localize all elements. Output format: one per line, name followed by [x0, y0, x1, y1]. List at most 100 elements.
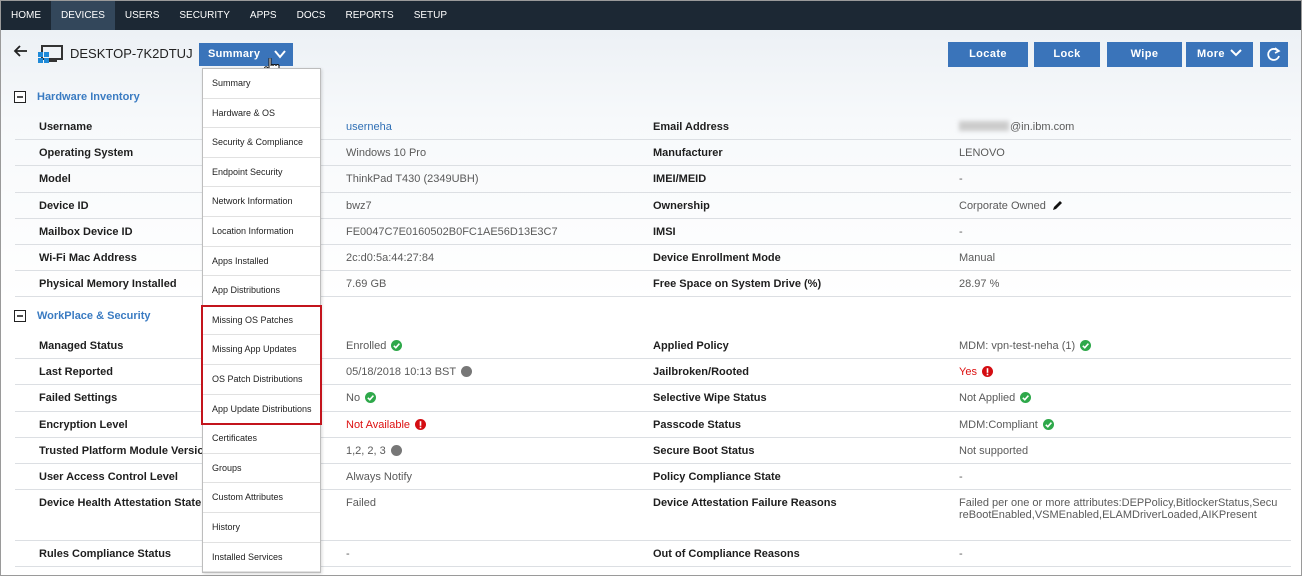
- field-value: Not Available: [346, 419, 653, 437]
- menu-item[interactable]: Security & Compliance: [203, 128, 320, 158]
- back-arrow[interactable]: [13, 43, 29, 59]
- field-label: Device Attestation Failure Reasons: [653, 497, 959, 540]
- section-header[interactable]: Hardware Inventory: [14, 87, 140, 107]
- menu-item[interactable]: App Distributions: [203, 276, 320, 306]
- menu-item[interactable]: Custom Attributes: [203, 483, 320, 513]
- action-button[interactable]: Lock: [1034, 42, 1100, 67]
- status-icon-ok: [391, 340, 402, 351]
- menu-item[interactable]: Hardware & OS: [203, 99, 320, 129]
- action-label: Locate: [969, 48, 1007, 60]
- action-button[interactable]: Wipe: [1107, 42, 1182, 67]
- field-label: Applied Policy: [653, 340, 959, 358]
- field-value: -: [959, 548, 1279, 566]
- action-label: More: [1197, 48, 1225, 60]
- field-value: 1,2, 2, 3: [346, 445, 653, 463]
- value-text: Failed: [346, 497, 376, 509]
- action-button[interactable]: Locate: [948, 42, 1028, 67]
- collapse-icon: [14, 91, 26, 103]
- menu-item[interactable]: Summary: [203, 69, 320, 99]
- value-text: LENOVO: [959, 147, 1005, 159]
- field-value: Yes: [959, 366, 1279, 384]
- nav-item[interactable]: USERS: [115, 1, 169, 30]
- value-text: -: [959, 548, 963, 560]
- field-value: 28.97 %: [959, 278, 1279, 296]
- value-text[interactable]: userneha: [346, 121, 392, 133]
- menu-item[interactable]: History: [203, 513, 320, 543]
- field-value: -: [959, 173, 1279, 191]
- status-icon-ok: [1020, 392, 1031, 403]
- field-value: Not Applied: [959, 392, 1279, 410]
- field-value: 2c:d0:5a:44:27:84: [346, 252, 653, 270]
- value-text: 1,2, 2, 3: [346, 445, 386, 457]
- redacted-text: [959, 121, 1009, 131]
- nav-item[interactable]: HOME: [1, 1, 51, 30]
- value-text: 2c:d0:5a:44:27:84: [346, 252, 434, 264]
- nav-item[interactable]: SECURITY: [169, 1, 240, 30]
- device-name: DESKTOP-7K2DTUJ: [70, 46, 193, 61]
- action-label: Wipe: [1131, 48, 1159, 60]
- chevron: [1230, 49, 1242, 57]
- field-value: Windows 10 Pro: [346, 147, 653, 165]
- value-text: No: [346, 392, 360, 404]
- action-label: Lock: [1053, 48, 1080, 60]
- field-label: Device Enrollment Mode: [653, 252, 959, 270]
- refresh-button[interactable]: [1260, 42, 1288, 67]
- field-value: userneha: [346, 121, 653, 139]
- menu-item[interactable]: Missing App Updates: [203, 335, 320, 365]
- view-label: Summary: [208, 48, 260, 60]
- value-text: MDM: vpn-test-neha (1): [959, 340, 1075, 352]
- value-text: FE0047C7E0160502B0FC1AE56D13E3C7: [346, 226, 558, 238]
- value-text: ThinkPad T430 (2349UBH): [346, 173, 478, 185]
- field-value: 7.69 GB: [346, 278, 653, 296]
- menu-item[interactable]: Network Information: [203, 187, 320, 217]
- status-icon-pending: [461, 366, 472, 377]
- value-text: Corporate Owned: [959, 200, 1046, 212]
- field-value: Enrolled: [346, 340, 653, 358]
- menu-item[interactable]: Endpoint Security: [203, 158, 320, 188]
- field-value: -: [959, 471, 1279, 489]
- menu-item[interactable]: Installed Services: [203, 543, 320, 573]
- field-label: Manufacturer: [653, 147, 959, 165]
- nav-item[interactable]: APPS: [240, 1, 287, 30]
- nav-item[interactable]: DEVICES: [51, 1, 115, 30]
- value-text: MDM:Compliant: [959, 419, 1038, 431]
- status-icon-error: [982, 366, 993, 377]
- menu-item[interactable]: Apps Installed: [203, 247, 320, 277]
- field-label: Passcode Status: [653, 419, 959, 437]
- value-text: 28.97 %: [959, 278, 999, 290]
- status-icon-ok: [365, 392, 376, 403]
- field-label: IMEI/MEID: [653, 173, 959, 191]
- action-button[interactable]: More: [1186, 42, 1253, 67]
- field-value: bwz7: [346, 200, 653, 218]
- field-value: Failed: [346, 497, 653, 540]
- field-value: MDM:Compliant: [959, 419, 1279, 437]
- field-label: Secure Boot Status: [653, 445, 959, 463]
- value-text: Not Available: [346, 419, 410, 431]
- menu-item[interactable]: Location Information: [203, 217, 320, 247]
- view-menu: SummaryHardware & OSSecurity & Complianc…: [202, 68, 321, 573]
- edit-icon[interactable]: [1051, 200, 1064, 212]
- menu-item[interactable]: Certificates: [203, 424, 320, 454]
- field-value: Failed per one or more attributes:DEPPol…: [959, 497, 1279, 540]
- value-text: Always Notify: [346, 471, 412, 483]
- section-header[interactable]: WorkPlace & Security: [14, 306, 151, 326]
- menu-item[interactable]: App Update Distributions: [203, 395, 320, 425]
- value-text: -: [959, 226, 963, 238]
- menu-item[interactable]: OS Patch Distributions: [203, 365, 320, 395]
- menu-item[interactable]: Groups: [203, 454, 320, 484]
- field-label: Jailbroken/Rooted: [653, 366, 959, 384]
- device-icon: [38, 45, 64, 65]
- nav-item[interactable]: DOCS: [287, 1, 336, 30]
- field-label: IMSI: [653, 226, 959, 244]
- value-text: Enrolled: [346, 340, 386, 352]
- field-value: @in.ibm.com: [959, 121, 1279, 139]
- field-value: MDM: vpn-test-neha (1): [959, 340, 1279, 358]
- field-value: LENOVO: [959, 147, 1279, 165]
- nav-item[interactable]: REPORTS: [336, 1, 404, 30]
- field-label: Selective Wipe Status: [653, 392, 959, 410]
- menu-item[interactable]: Missing OS Patches: [203, 306, 320, 336]
- nav-item[interactable]: SETUP: [404, 1, 457, 30]
- value-text: @in.ibm.com: [1010, 121, 1074, 133]
- field-label: Free Space on System Drive (%): [653, 278, 959, 296]
